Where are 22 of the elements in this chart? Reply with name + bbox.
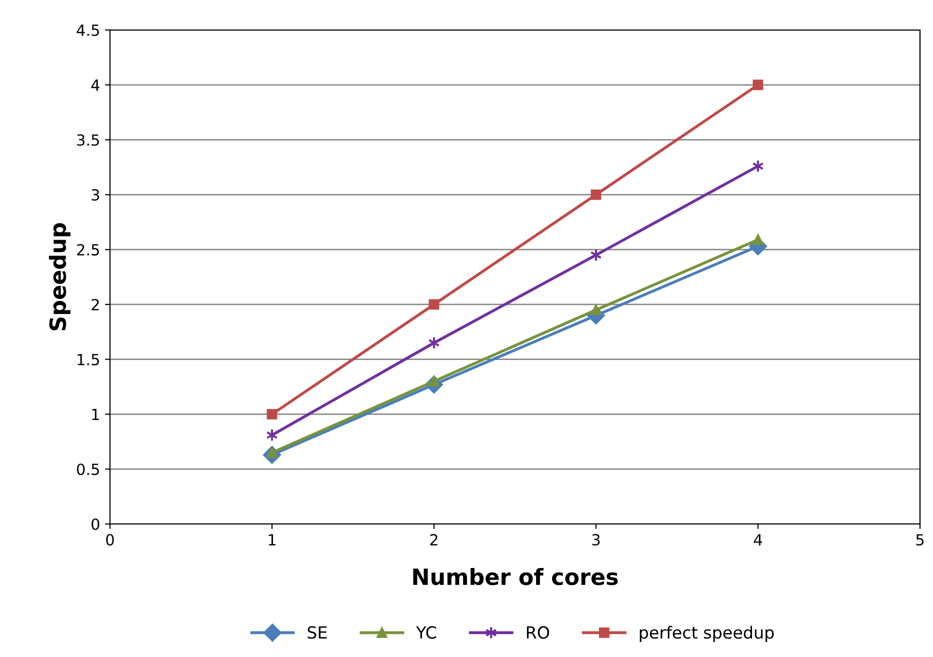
y-tick-label: 0.5: [76, 464, 99, 476]
x-axis-title: Number of cores: [413, 568, 618, 586]
legend-label: perfect speedup: [640, 626, 774, 642]
x-tick-label: 3: [592, 534, 600, 546]
y-tick-label: 2: [92, 298, 99, 310]
legend-label: RO: [526, 626, 550, 639]
legend-label: YC: [416, 626, 436, 639]
x-tick-label: 2: [430, 534, 438, 546]
y-tick-label: 3: [92, 189, 100, 201]
x-tick-label: 4: [754, 534, 762, 546]
y-tick-label: 0: [92, 518, 100, 530]
y-axis-title: Speedup: [48, 223, 70, 330]
y-tick-label: 1.5: [78, 354, 99, 366]
legend-label: SE: [308, 626, 327, 639]
y-tick-label: 4: [91, 80, 100, 91]
x-tick-label: 5: [916, 534, 924, 546]
x-tick-label: 1: [268, 534, 276, 546]
y-tick-label: 3.5: [77, 134, 99, 146]
y-tick-label: 4.5: [76, 24, 99, 36]
x-tick-label: 0: [106, 534, 114, 546]
y-tick-label: 2.5: [77, 244, 99, 256]
y-tick-label: 1: [92, 408, 99, 420]
